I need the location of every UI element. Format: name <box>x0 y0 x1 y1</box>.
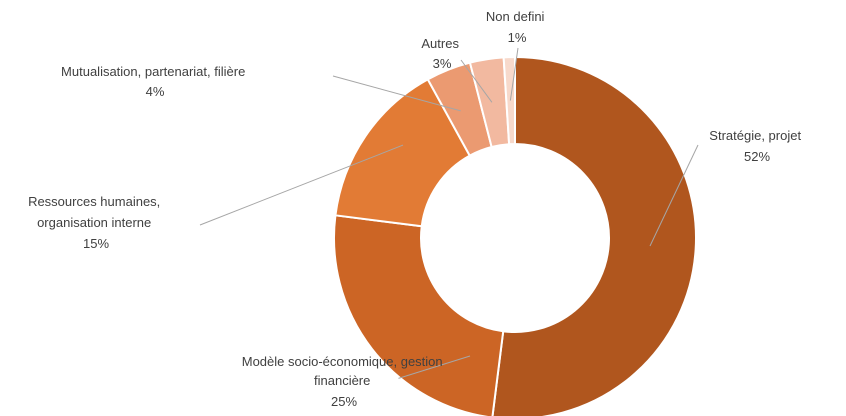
leader-line-autres <box>460 59 493 103</box>
slice-strategie <box>491 55 697 416</box>
slice-label-modele: Modèle socio-économique, gestion financi… <box>242 354 447 409</box>
leader-line-non-defini <box>509 47 519 101</box>
leader-line-strategie <box>649 144 699 247</box>
slice-label-modele-value: 25% <box>331 394 357 409</box>
leader-line-ressources <box>199 144 404 226</box>
slice-label-mutualisation-value: 4% <box>146 84 165 99</box>
slice-label-mutualisation: Mutualisation, partenariat, filière 4% <box>61 64 249 99</box>
slice-label-ressources: Ressources humaines, organisation intern… <box>28 194 164 251</box>
slice-label-non-defini-value: 1% <box>508 30 527 45</box>
leader-lines <box>199 47 699 379</box>
slice-label-strategie-name: Stratégie, projet <box>709 128 801 143</box>
slice-modele <box>333 214 505 416</box>
slice-label-ressources-value: 15% <box>83 236 109 251</box>
slice-label-modele-name-1: Modèle socio-économique, gestion <box>242 354 443 369</box>
slice-label-autres-name: Autres <box>421 36 459 51</box>
slice-label-autres: Autres 3% <box>421 36 462 71</box>
slice-ressources <box>334 78 472 228</box>
slice-label-ressources-name-1: Ressources humaines, <box>28 194 160 209</box>
slice-label-non-defini: Non defini 1% <box>486 9 548 45</box>
slice-label-modele-name-2: financière <box>314 373 370 388</box>
slice-label-non-defini-name: Non defini <box>486 9 545 24</box>
donut-slices <box>333 55 697 416</box>
slice-label-strategie-value: 52% <box>744 149 770 164</box>
leader-line-mutualisation <box>332 75 461 112</box>
slice-label-mutualisation-name: Mutualisation, partenariat, filière <box>61 64 245 79</box>
slice-label-autres-value: 3% <box>433 56 452 71</box>
leader-line-modele <box>398 355 471 379</box>
slice-label-strategie: Stratégie, projet 52% <box>709 128 804 164</box>
slice-label-ressources-name-2: organisation interne <box>37 215 151 230</box>
slice-non-defini <box>502 55 516 146</box>
